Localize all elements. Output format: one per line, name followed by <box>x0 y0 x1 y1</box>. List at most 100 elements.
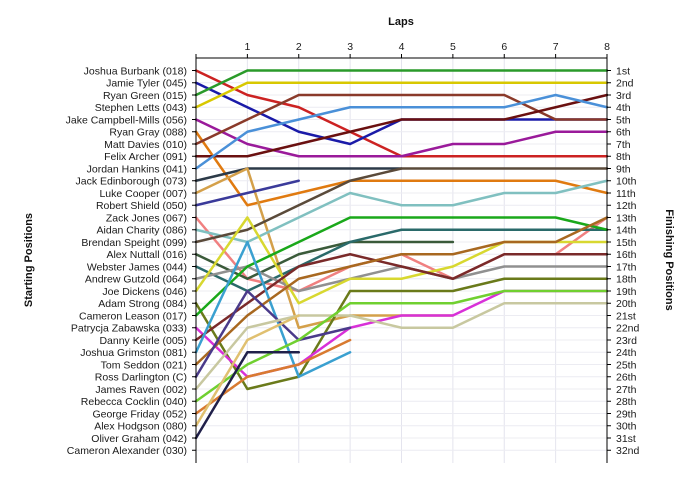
series-line <box>194 93 609 170</box>
x-tick-label: 2 <box>296 41 302 53</box>
finish-position-label: 21st <box>616 310 636 322</box>
start-position-label: Jack Edinborough (073) <box>76 176 188 188</box>
start-position-label: James Raven (002) <box>95 384 187 396</box>
x-tick-label: 1 <box>244 41 250 53</box>
finish-position-label: 32nd <box>616 445 640 457</box>
finish-position-label: 17th <box>616 261 637 273</box>
series-line <box>194 351 300 440</box>
start-position-label: Andrew Gutzold (064) <box>85 274 187 286</box>
finish-position-label: 15th <box>616 237 637 249</box>
series-line <box>194 216 609 366</box>
series-line <box>194 289 352 378</box>
x-tick-label: 4 <box>399 41 405 53</box>
series-line <box>194 253 609 342</box>
series-line <box>194 179 300 207</box>
series-line <box>194 130 609 207</box>
finish-position-label: 4th <box>616 102 631 114</box>
start-position-label: Luke Cooper (007) <box>99 188 187 200</box>
start-position-label: Stephen Letts (043) <box>95 102 187 114</box>
series-line <box>194 118 609 158</box>
left-axis-title: Starting Positions <box>23 213 35 307</box>
series-lines <box>194 69 609 440</box>
finish-position-label: 12th <box>616 200 637 212</box>
series-line <box>194 277 609 391</box>
start-position-label: Jake Campbell-Mills (056) <box>66 114 187 126</box>
start-position-label: Alex Hodgson (080) <box>94 421 187 433</box>
series-line <box>194 69 609 97</box>
start-position-label: Joe Dickens (046) <box>102 286 187 298</box>
finish-position-label: 7th <box>616 139 631 151</box>
series-line <box>194 228 609 293</box>
axes <box>192 54 611 463</box>
finish-position-label: 20th <box>616 298 637 310</box>
series-line <box>194 314 300 427</box>
right-axis-title: Finishing Positions <box>663 209 675 310</box>
start-position-label: Webster James (044) <box>87 261 187 273</box>
finish-position-label: 3rd <box>616 90 631 102</box>
finish-position-label: 30th <box>616 421 637 433</box>
start-position-label: Ross Darlington (C) <box>95 372 187 384</box>
x-axis-title: Laps <box>388 16 414 28</box>
start-position-label: George Friday (052) <box>92 408 187 420</box>
finish-position-label: 9th <box>616 163 631 175</box>
x-tick-label: 8 <box>604 41 610 53</box>
series-line <box>194 216 609 317</box>
start-position-label: Ryan Green (015) <box>103 90 187 102</box>
finish-position-label: 29th <box>616 408 637 420</box>
start-position-label: Patrycja Zabawska (033) <box>71 323 187 335</box>
finish-position-label: 27th <box>616 384 637 396</box>
finish-position-label: 8th <box>616 151 631 163</box>
start-position-label: Alex Nuttall (016) <box>106 249 187 261</box>
series-line <box>194 240 352 378</box>
start-position-label: Jordan Hankins (041) <box>87 163 187 175</box>
finish-position-label: 14th <box>616 225 637 237</box>
series-line <box>194 81 609 109</box>
start-position-label: Brendan Speight (099) <box>81 237 187 249</box>
start-position-label: Joshua Grimston (081) <box>80 347 187 359</box>
series-line <box>194 289 609 403</box>
finish-position-label: 13th <box>616 212 637 224</box>
finish-position-label: 24th <box>616 347 637 359</box>
finish-position-label: 2nd <box>616 78 634 90</box>
finish-position-label: 18th <box>616 274 637 286</box>
tick-labels: 1 2 3 4 5 6 7 8 Joshua Burbank (018)Jamie Tyler … <box>66 41 640 457</box>
start-position-label: Joshua Burbank (018) <box>84 65 187 77</box>
start-position-label: Felix Archer (091) <box>104 151 187 163</box>
start-position-label: Danny Keirle (005) <box>99 335 187 347</box>
finish-position-label: 25th <box>616 359 637 371</box>
series-line <box>194 167 609 244</box>
series-line <box>194 93 609 158</box>
start-position-label: Cameron Alexander (030) <box>67 445 187 457</box>
start-position-label: Cameron Leason (017) <box>79 310 187 322</box>
x-tick-label: 7 <box>553 41 559 53</box>
finish-position-label: 26th <box>616 372 637 384</box>
finish-position-label: 10th <box>616 176 637 188</box>
finish-position-label: 31st <box>616 433 636 445</box>
start-position-label: Jamie Tyler (045) <box>106 78 187 90</box>
finish-position-label: 16th <box>616 249 637 261</box>
finish-position-label: 23rd <box>616 335 637 347</box>
series-line <box>194 302 609 391</box>
x-tick-label: 6 <box>501 41 507 53</box>
start-position-label: Zack Jones (067) <box>106 212 187 224</box>
start-position-label: Adam Strong (084) <box>98 298 187 310</box>
start-position-label: Aidan Charity (086) <box>97 225 187 237</box>
x-tick-label: 3 <box>347 41 353 53</box>
start-position-label: Ryan Gray (088) <box>109 127 187 139</box>
series-line <box>194 167 403 182</box>
start-position-label: Oliver Graham (042) <box>91 433 187 445</box>
start-position-label: Rebecca Cocklin (040) <box>81 396 187 408</box>
start-position-label: Robert Shield (050) <box>96 200 187 212</box>
series-line <box>194 179 609 244</box>
start-position-label: Tom Seddon (021) <box>101 359 187 371</box>
finish-position-label: 11th <box>616 188 636 200</box>
finish-position-label: 6th <box>616 127 631 139</box>
start-position-label: Matt Davies (010) <box>104 139 187 151</box>
finish-position-label: 22nd <box>616 323 640 335</box>
x-tick-label: 5 <box>450 41 456 53</box>
finish-position-label: 19th <box>616 286 637 298</box>
finish-position-label: 28th <box>616 396 637 408</box>
finish-position-label: 5th <box>616 114 631 126</box>
